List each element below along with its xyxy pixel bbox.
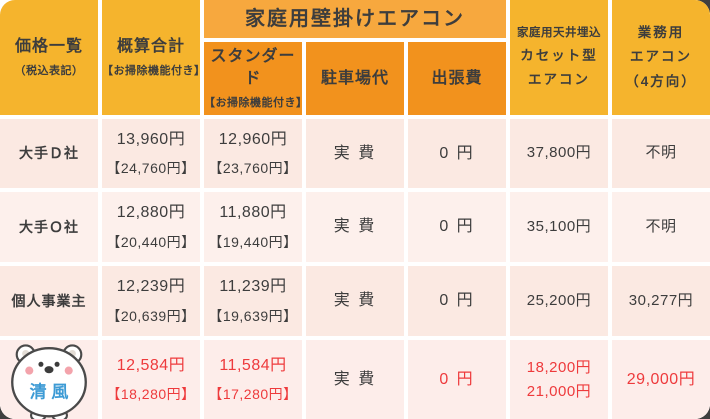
header-standard-note: 【お掃除機能付き】 bbox=[204, 97, 308, 110]
price-bracket: 【19,440円】 bbox=[208, 233, 298, 250]
row4-business-cell: 29,000円 bbox=[612, 340, 710, 419]
parking-value: 実 費 bbox=[333, 144, 377, 162]
row4-standard-cell: 11,584円 【17,280円】 bbox=[204, 340, 302, 419]
row3-business-cell: 30,277円 bbox=[612, 266, 710, 336]
bear-cheek-right bbox=[64, 366, 73, 375]
price-bracket: 【19,639円】 bbox=[208, 307, 298, 324]
header-ceiling-cassette-ac: 家庭用天井埋込 カセット型 エアコン bbox=[510, 0, 608, 115]
mascot-company-name: 清 風 bbox=[30, 381, 69, 401]
header-commercial-ac: 業務用 エアコン （4方向） bbox=[612, 0, 710, 115]
seifuu-bear-mascot: 清 風 bbox=[11, 344, 87, 419]
header-ceiling-cassette-line1: 家庭用天井埋込 bbox=[517, 26, 601, 39]
price-bracket: 【17,280円】 bbox=[208, 386, 298, 403]
header-price-list-note: （税込表記） bbox=[14, 65, 84, 78]
business-value: 30,277円 bbox=[628, 291, 694, 309]
row3-total-cell: 12,239円 【20,639円】 bbox=[102, 266, 200, 336]
row2-standard-cell: 11,880円 【19,440円】 bbox=[204, 192, 302, 262]
row3-company-label: 個人事業主 bbox=[0, 266, 98, 336]
row2-parking-cell: 実 費 bbox=[306, 192, 404, 262]
price-main: 12,584円 bbox=[116, 356, 186, 374]
row4-travel-cell: 0 円 bbox=[408, 340, 506, 419]
bear-body bbox=[11, 347, 87, 418]
company-name: 個人事業主 bbox=[11, 292, 87, 309]
row4-mascot-cell: 清 風 bbox=[0, 340, 98, 419]
header-price-list: 価格一覧 （税込表記） bbox=[0, 0, 98, 115]
bear-eye-right bbox=[54, 361, 60, 367]
company-name: 大手Ｏ社 bbox=[19, 218, 79, 235]
header-price-list-title: 価格一覧 bbox=[14, 37, 83, 55]
header-ceiling-cassette-line2: カセット型 bbox=[520, 48, 598, 64]
row3-cassette-cell: 25,200円 bbox=[510, 266, 608, 336]
cassette-value: 37,800円 bbox=[526, 144, 592, 162]
row2-travel-cell: 0 円 bbox=[408, 192, 506, 262]
header-standard-title: スタンダード bbox=[210, 47, 296, 87]
cassette-value-line1: 18,200円 bbox=[526, 359, 592, 377]
bear-cheek-left bbox=[25, 366, 34, 375]
header-parking-fee-title: 駐車場代 bbox=[320, 69, 389, 87]
row4-cassette-cell: 18,200円 21,000円 bbox=[510, 340, 608, 419]
header-commercial-line2: エアコン bbox=[630, 49, 692, 65]
price-bracket: 【20,639円】 bbox=[106, 307, 196, 324]
header-commercial-line3: （4方向） bbox=[625, 73, 697, 89]
row4-total-cell: 12,584円 【18,280円】 bbox=[102, 340, 200, 419]
cassette-value: 25,200円 bbox=[526, 291, 592, 309]
price-main: 12,239円 bbox=[116, 278, 186, 296]
header-commercial-line1: 業務用 bbox=[637, 25, 685, 41]
price-bracket: 【24,760円】 bbox=[106, 160, 196, 177]
price-main: 12,880円 bbox=[116, 204, 186, 222]
row2-total-cell: 12,880円 【20,440円】 bbox=[102, 192, 200, 262]
travel-value: 0 円 bbox=[439, 144, 475, 162]
cassette-value: 35,100円 bbox=[526, 217, 592, 235]
travel-value: 0 円 bbox=[439, 370, 475, 388]
row4-parking-cell: 実 費 bbox=[306, 340, 404, 419]
row1-business-cell: 不明 bbox=[612, 119, 710, 188]
price-main: 13,960円 bbox=[116, 130, 186, 148]
business-value: 29,000円 bbox=[626, 370, 696, 388]
row1-travel-cell: 0 円 bbox=[408, 119, 506, 188]
row2-business-cell: 不明 bbox=[612, 192, 710, 262]
header-estimate-total-note: 【お掃除機能付き】 bbox=[102, 65, 206, 78]
price-bracket: 【23,760円】 bbox=[208, 160, 298, 177]
travel-value: 0 円 bbox=[439, 218, 475, 236]
business-value: 不明 bbox=[645, 144, 677, 162]
row1-standard-cell: 12,960円 【23,760円】 bbox=[204, 119, 302, 188]
price-main: 11,584円 bbox=[219, 356, 287, 374]
cassette-value-line2: 21,000円 bbox=[526, 382, 592, 400]
travel-value: 0 円 bbox=[439, 292, 475, 310]
header-parking-fee: 駐車場代 bbox=[306, 42, 404, 115]
row3-parking-cell: 実 費 bbox=[306, 266, 404, 336]
bear-eye-left bbox=[38, 361, 44, 367]
row1-total-cell: 13,960円 【24,760円】 bbox=[102, 119, 200, 188]
parking-value: 実 費 bbox=[333, 218, 377, 236]
company-name: 大手Ｄ社 bbox=[19, 145, 79, 162]
price-main: 11,239円 bbox=[219, 278, 287, 296]
row2-company-label: 大手Ｏ社 bbox=[0, 192, 98, 262]
price-bracket: 【18,280円】 bbox=[106, 386, 196, 403]
header-travel-fee: 出張費 bbox=[408, 42, 506, 115]
header-banner-wall-mounted-ac: 家庭用壁掛けエアコン bbox=[204, 0, 506, 38]
bear-nose bbox=[44, 366, 54, 374]
header-standard: スタンダード 【お掃除機能付き】 bbox=[204, 42, 308, 115]
business-value: 不明 bbox=[645, 217, 677, 235]
header-travel-fee-title: 出張費 bbox=[431, 69, 483, 87]
parking-value: 実 費 bbox=[333, 292, 377, 310]
row3-travel-cell: 0 円 bbox=[408, 266, 506, 336]
header-estimate-total: 概算合計 【お掃除機能付き】 bbox=[102, 0, 206, 115]
row2-cassette-cell: 35,100円 bbox=[510, 192, 608, 262]
header-ceiling-cassette-line3: エアコン bbox=[528, 72, 590, 88]
price-main: 11,880円 bbox=[219, 204, 287, 222]
row1-company-label: 大手Ｄ社 bbox=[0, 119, 98, 188]
row3-standard-cell: 11,239円 【19,639円】 bbox=[204, 266, 302, 336]
price-main: 12,960円 bbox=[218, 130, 288, 148]
row1-parking-cell: 実 費 bbox=[306, 119, 404, 188]
header-estimate-total-title: 概算合計 bbox=[116, 37, 185, 55]
price-bracket: 【20,440円】 bbox=[106, 233, 196, 250]
row1-cassette-cell: 37,800円 bbox=[510, 119, 608, 188]
parking-value: 実 費 bbox=[333, 370, 377, 388]
